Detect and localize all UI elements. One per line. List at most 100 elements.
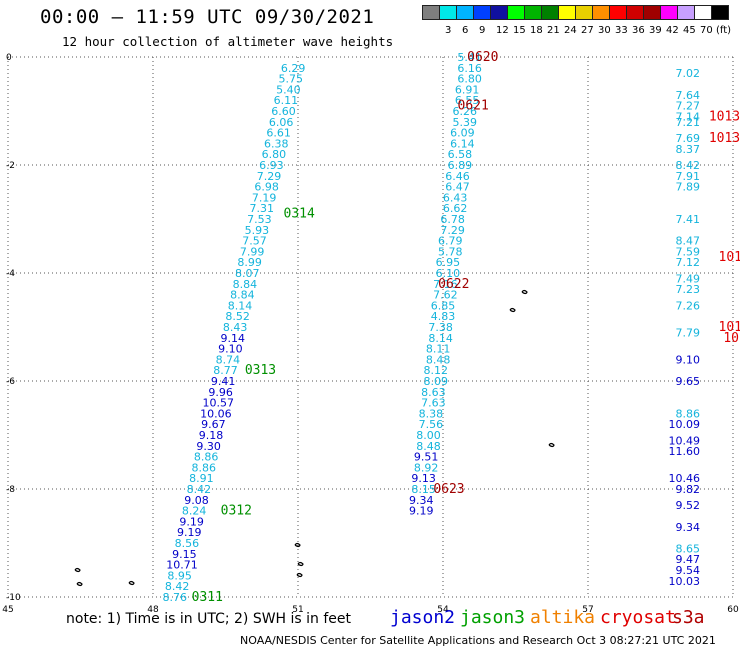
wave-height-value: 6.95 (436, 256, 461, 269)
wave-height-value: 6.89 (448, 159, 473, 172)
lon-tick-label: 45 (2, 605, 13, 615)
legend-label: 45 (683, 25, 696, 36)
wave-height-value: 8.43 (223, 321, 248, 334)
wave-height-value: 8.74 (216, 353, 241, 366)
wave-height-value: 10.49 (669, 434, 701, 447)
wave-height-value: 9.19 (409, 505, 434, 518)
wave-height-value: 5.41 (457, 51, 482, 64)
wave-height-value: 10.46 (669, 472, 701, 485)
wave-height-value: 8.42 (187, 483, 212, 496)
legend-label: 30 (598, 25, 611, 36)
wave-height-value: 5.93 (245, 224, 270, 237)
wave-height-value: 8.76 (163, 591, 188, 604)
wave-height-value: 7.62 (433, 289, 458, 302)
wave-height-value: 6.79 (438, 235, 463, 248)
wave-height-value: 8.47 (676, 235, 701, 248)
legend-label: 9 (479, 25, 486, 36)
wave-height-value: 9.41 (211, 375, 236, 388)
pass-time-label: 0620 (467, 50, 498, 65)
wave-height-value: 6.10 (436, 267, 461, 280)
wave-height-value: 9.10 (218, 343, 243, 356)
wave-height-value: 6.98 (254, 181, 279, 194)
wave-height-value: 6.91 (455, 83, 480, 96)
wave-height-value: 7.29 (257, 170, 282, 183)
wave-height-value: 7.91 (676, 170, 701, 183)
wave-height-value: 7.29 (440, 224, 465, 237)
pass-time-label: 0621 (458, 99, 489, 114)
wave-height-value: 8.99 (237, 256, 262, 269)
wave-height-value: 6.80 (262, 148, 287, 161)
wave-height-value: 10.09 (669, 418, 701, 431)
wave-height-value: 8.12 (424, 364, 449, 377)
mission-label-jason3: jason3 (460, 607, 526, 628)
island-shape (521, 289, 528, 295)
wave-height-value: 8.86 (194, 451, 219, 464)
wave-height-value: 7.79 (676, 326, 701, 339)
wave-height-value: 6.14 (450, 137, 475, 150)
legend-label: 3 (445, 25, 452, 36)
wave-height-value: 8.09 (424, 375, 449, 388)
wave-height-value: 8.86 (192, 461, 217, 474)
wave-height-value: 6.46 (445, 170, 470, 183)
island-shape (128, 580, 135, 586)
pass-time-label: 0312 (221, 504, 252, 519)
wave-height-value: 6.60 (271, 105, 296, 118)
pass-time-label: 1013 (709, 109, 740, 124)
wave-height-value: 9.34 (676, 521, 701, 534)
wave-height-value: 8.91 (189, 472, 214, 485)
wave-height-value: 6.29 (281, 62, 306, 75)
wave-height-value: 7.27 (676, 100, 701, 113)
legend-label: 42 (666, 25, 679, 36)
wave-height-value: 8.07 (235, 267, 260, 280)
wave-height-value: 5.39 (453, 116, 478, 129)
wave-height-value: 7.99 (240, 245, 265, 258)
wave-height-value: 6.58 (448, 148, 473, 161)
wave-height-value: 9.54 (676, 564, 701, 577)
pass-time-label: 0313 (245, 363, 276, 378)
wave-height-value: 10.03 (669, 575, 701, 588)
lat-tick-label: -2 (6, 161, 15, 171)
wave-height-value: 7.16 (433, 278, 458, 291)
mission-label-altika: altika (530, 607, 596, 628)
lat-tick-label: -10 (6, 593, 21, 603)
color-scale-legend: 3 6 9 12 15 18 21 24 27 30 33 36 39 42 45 70 (ft) (422, 5, 731, 36)
wave-height-value: 7.14 (676, 110, 701, 123)
wave-height-value: 9.51 (414, 451, 439, 464)
wave-height-value: 8.42 (676, 159, 701, 172)
wave-height-value: 7.12 (676, 256, 701, 269)
wave-height-value: 8.24 (182, 505, 207, 518)
island-shape (74, 567, 81, 573)
lat-tick-label: 0 (6, 53, 12, 63)
wave-height-value: 7.89 (676, 181, 701, 194)
wave-height-value: 7.21 (676, 116, 701, 129)
wave-height-value: 9.96 (208, 386, 233, 399)
footer-credit: NOAA/NESDIS Center for Satellite Applica… (240, 634, 716, 647)
lat-tick-label: -6 (6, 377, 15, 387)
wave-height-value: 9.47 (676, 553, 701, 566)
wave-height-value: 7.69 (676, 132, 701, 145)
legend-label: 6 (462, 25, 469, 36)
island-shape (509, 307, 516, 313)
wave-height-value: 5.40 (276, 83, 301, 96)
lat-tick-label: -8 (6, 485, 15, 495)
wave-height-value: 8.84 (233, 278, 258, 291)
wave-height-value: 9.10 (676, 353, 701, 366)
island-shape (76, 581, 83, 587)
wave-height-value: 9.15 (172, 548, 197, 561)
pass-time-label: 0314 (284, 207, 315, 222)
lon-tick-label: 48 (147, 605, 159, 615)
wave-height-value: 6.62 (443, 202, 468, 215)
wave-height-value: 8.52 (225, 310, 250, 323)
wave-height-value: 6.09 (450, 127, 475, 140)
wave-height-value: 11.60 (669, 445, 701, 458)
wave-height-value: 10.71 (166, 559, 198, 572)
wave-height-value: 7.56 (419, 418, 444, 431)
wave-height-value: 5.75 (279, 73, 304, 86)
wave-height-value: 7.64 (676, 89, 701, 102)
wave-height-value: 8.65 (676, 542, 701, 555)
pass-time-label: 0311 (192, 590, 223, 605)
wave-height-value: 8.86 (676, 407, 701, 420)
pass-time-label: 101 (719, 320, 740, 335)
legend-label: 12 (496, 25, 509, 36)
wave-height-value: 8.84 (230, 289, 255, 302)
